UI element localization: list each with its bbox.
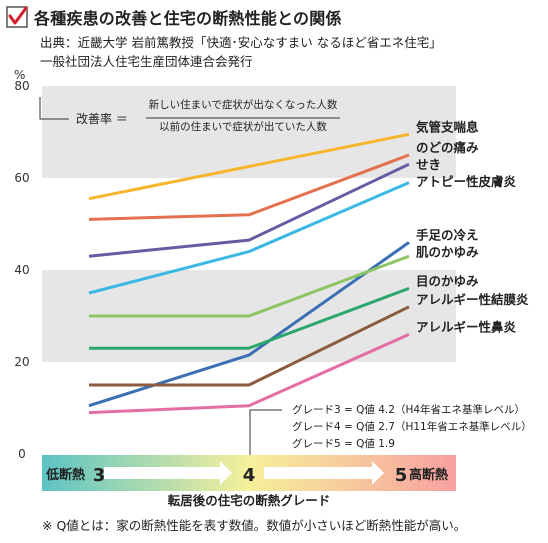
y-tick-label: 20: [14, 355, 29, 369]
grade-notes-leader: [249, 409, 282, 455]
source-line-2: 一般社団法人住宅生産団体連合会発行: [40, 54, 253, 69]
grade-notes: グレード3 = Q値 4.2（H4年省エネ基準レベル） グレード4 = Q値 2…: [249, 403, 532, 455]
series-line: [89, 305, 410, 387]
formula-label: 改善率 ＝: [76, 111, 128, 126]
series-labels: 気管支喘息のどの痛みせきアトピー性皮膚炎手足の冷え肌のかゆみ目のかゆみアレルギー…: [415, 119, 529, 334]
series-lines: [88, 132, 410, 415]
series-label: アレルギー性結膜炎: [416, 292, 529, 307]
formula-bracket: [39, 97, 69, 120]
formula-denominator: 以前の住まいで症状が出ていた人数: [159, 120, 327, 133]
series-line: [88, 132, 410, 201]
y-tick-label: 40: [14, 263, 29, 277]
series-line: [88, 162, 410, 258]
checkmark-icon: [6, 6, 28, 28]
low-insulation-label: 低断熱: [45, 467, 85, 483]
series-label: のどの痛み: [416, 140, 479, 155]
series-line: [88, 333, 410, 415]
y-axis-unit: %: [14, 68, 25, 82]
series-label: アレルギー性鼻炎: [416, 319, 517, 334]
x-tick-labels: 3 4 5: [93, 465, 408, 486]
x-axis-title: 転居後の住宅の断熱グレード: [168, 493, 331, 508]
arrow-3-to-4: [104, 461, 232, 485]
series-line: [89, 286, 410, 350]
series-label: 気管支喘息: [416, 119, 479, 134]
grade-note-3: グレード3 = Q値 4.2（H4年省エネ基準レベル）: [292, 403, 525, 416]
x-tick-label: 4: [243, 465, 256, 486]
series-label: 手足の冷え: [416, 227, 479, 242]
high-insulation-label: 高断熱: [409, 467, 448, 483]
formula-numerator: 新しい住まいで症状が出なくなった人数: [149, 98, 338, 111]
source-line-1: 出典：近畿大学 岩前篤教授「快適･安心なすまい なるほど省エネ住宅」: [40, 35, 442, 50]
y-tick-label: 60: [14, 171, 29, 185]
arrow-4-to-5: [264, 461, 384, 485]
grade-note-5: グレード5 = Q値 1.9: [292, 437, 395, 450]
page-title: 各種疾患の改善と住宅の断熱性能との関係: [34, 9, 342, 28]
series-line: [88, 181, 410, 295]
y-tick-label: 0: [18, 447, 26, 461]
series-label: 目のかゆみ: [416, 273, 479, 288]
series-label: せき: [416, 157, 441, 172]
x-tick-label: 5: [395, 465, 408, 486]
x-tick-label: 3: [93, 465, 106, 486]
y-tick-labels: 0 20 40 60 80: [14, 79, 29, 461]
series-label: アトピー性皮膚炎: [416, 174, 517, 189]
series-label: 肌のかゆみ: [415, 244, 479, 259]
y-tick-label: 80: [14, 79, 29, 93]
source-citation: 出典：近畿大学 岩前篤教授「快適･安心なすまい なるほど省エネ住宅」 一般社団法…: [40, 33, 442, 71]
series-line: [88, 241, 410, 408]
series-line: [88, 153, 410, 221]
footnote: ※ Q値とは：家の断熱性能を表す数値。数値が小さいほど断熱性能が高い。: [42, 518, 467, 533]
formula: 改善率 ＝ 新しい住まいで症状が出なくなった人数 以前の住まいで症状が出ていた人…: [39, 97, 340, 133]
title-row: 各種疾患の改善と住宅の断熱性能との関係: [6, 4, 342, 30]
grade-note-4: グレード4 = Q値 2.7（H11年省エネ基準レベル）: [292, 420, 532, 433]
series-line: [89, 254, 410, 318]
